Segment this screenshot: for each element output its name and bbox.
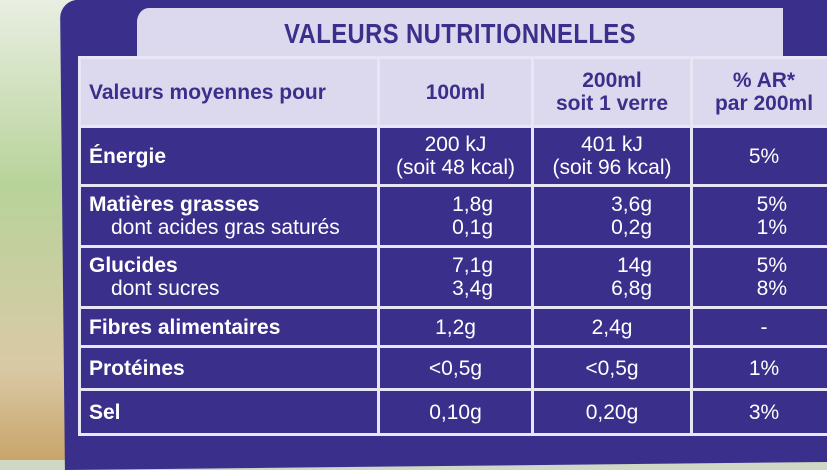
cell-text: 7,1g xyxy=(388,254,523,277)
cell-text: 5% xyxy=(701,254,827,277)
cell-text: 401 kJ xyxy=(542,133,682,156)
nutrition-title: VALEURS NUTRITIONNELLES xyxy=(137,8,783,60)
table-cell: 5%1% xyxy=(692,186,827,247)
cell-text: Énergie xyxy=(89,145,166,168)
table-cell: 5% xyxy=(692,127,827,186)
cell-text: 200 kJ xyxy=(388,133,523,156)
cell-text: 0,2g xyxy=(542,216,682,239)
cell-text: <0,5g xyxy=(388,357,523,380)
cell-text: 3,6g xyxy=(542,193,682,216)
cell-text: Glucides xyxy=(89,254,178,277)
table-cell: 1% xyxy=(692,347,827,390)
table-cell: 3% xyxy=(692,390,827,435)
cell-text: Sel xyxy=(89,401,121,424)
cell-text: 3,4g xyxy=(388,277,523,300)
table-cell: - xyxy=(692,308,827,347)
cell-text: 14g xyxy=(542,254,682,277)
cell-text: Protéines xyxy=(89,357,185,380)
header-ar-line1: % AR* xyxy=(733,69,795,92)
table-cell: <0,5g xyxy=(533,347,692,390)
cell-text: 0,10g xyxy=(388,401,523,424)
cell-text: Fibres alimentaires xyxy=(89,316,280,339)
cell-text: 5% xyxy=(701,145,827,168)
table-row: Sel 0,10g 0,20g 3% xyxy=(80,390,827,435)
cell-text: (soit 48 kcal) xyxy=(388,156,523,179)
cell-text: 6,8g xyxy=(542,277,682,300)
table-cell: Sel xyxy=(80,390,379,435)
cell-text: - xyxy=(701,316,827,339)
header-ar: % AR*par 200ml xyxy=(692,58,827,127)
table-cell: 0,20g xyxy=(533,390,692,435)
header-ar-line2: par 200ml xyxy=(715,92,813,115)
table-cell: <0,5g xyxy=(379,347,533,390)
table-row: Fibres alimentaires 1,2g 2,4g- xyxy=(80,308,827,347)
header-label: Valeurs moyennes pour xyxy=(80,58,379,127)
cell-text: <0,5g xyxy=(542,357,682,380)
cell-text: 1% xyxy=(701,216,827,239)
cell-text: Matières grasses xyxy=(89,193,259,216)
cell-text: 0,20g xyxy=(542,401,682,424)
cell-text: 2,4g xyxy=(542,316,682,339)
table-cell: 2,4g xyxy=(533,308,692,347)
table-cell: 1,2g xyxy=(379,308,533,347)
table-cell: 200 kJ(soit 48 kcal) xyxy=(379,127,533,186)
cell-text: 0,1g xyxy=(388,216,523,239)
table-cell: Fibres alimentaires xyxy=(80,308,379,347)
table-cell: Protéines xyxy=(80,347,379,390)
header-200ml-line2: soit 1 verre xyxy=(556,92,668,115)
cell-text: 5% xyxy=(701,193,827,216)
table-cell: Énergie xyxy=(80,127,379,186)
cell-text: dont sucres xyxy=(89,277,369,300)
table-row: Protéines <0,5g <0,5g 1% xyxy=(80,347,827,390)
header-200ml-line1: 200ml xyxy=(582,69,642,92)
table-cell: 401 kJ(soit 96 kcal) xyxy=(533,127,692,186)
cell-text: (soit 96 kcal) xyxy=(542,156,682,179)
header-100ml: 100ml xyxy=(379,58,533,127)
table-cell: 0,10g xyxy=(379,390,533,435)
cell-text: 1,2g xyxy=(388,316,523,339)
cell-text: 3% xyxy=(701,401,827,424)
cell-text: 1,8g xyxy=(388,193,523,216)
cell-text: dont acides gras saturés xyxy=(89,216,369,239)
table-cell: 5%8% xyxy=(692,247,827,308)
cell-text: 1% xyxy=(701,357,827,380)
cell-text: 8% xyxy=(701,277,827,300)
